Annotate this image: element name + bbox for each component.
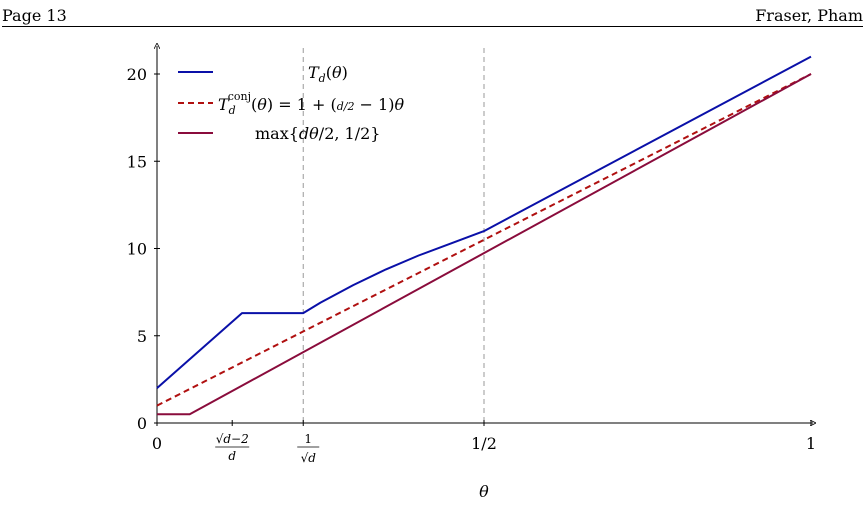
page-header: Page 13 Fraser, Pham <box>2 4 863 27</box>
x-tick-label-fraction-denominator: √d <box>301 451 317 465</box>
legend-label-max: max{dθ/2, 1/2} <box>255 124 380 143</box>
y-tick-label-1: 5 <box>137 327 147 346</box>
page-authors: Fraser, Pham <box>755 6 863 25</box>
x-tick-label-1: 1/2 <box>471 434 497 453</box>
axes <box>157 46 813 423</box>
y-tick-label-2: 10 <box>127 240 147 259</box>
y-tick-label-4: 20 <box>127 65 147 84</box>
x-tick-label-one-over-sqrt-d: 1 √d <box>297 432 320 465</box>
x-tick-label-0: 0 <box>152 434 162 453</box>
series-line-2 <box>157 73 812 416</box>
y-tick-label-3: 15 <box>127 152 147 171</box>
x-tick-label-2: 1 <box>806 434 816 453</box>
y-tick-label-0: 0 <box>137 414 147 433</box>
legend: Td(θ) Tdconj(θ) = 1 + (d/2 − 1)θ max{dθ/… <box>178 63 404 143</box>
page-number: Page 13 <box>2 6 67 25</box>
x-tick-label-sqrt-d-minus-2-over-d: √d−2 d <box>215 432 250 463</box>
series-line-0 <box>156 55 812 389</box>
x-tick-label-fraction-denominator: d <box>228 449 236 463</box>
series-line-1 <box>156 73 812 407</box>
legend-label-td: Td(θ) <box>308 63 348 85</box>
x-tick-label-fraction-numerator: 1 <box>304 432 312 446</box>
axis-ticks: 0 5 10 15 20 0 1/2 1 √d−2 d 1 √d <box>127 65 816 465</box>
x-axis-label: θ <box>479 482 489 501</box>
legend-label-conj: Tdconj(θ) = 1 + (d/2 − 1)θ <box>218 90 404 117</box>
x-tick-label-fraction-numerator: √d−2 <box>216 432 249 446</box>
data-series <box>156 55 812 416</box>
